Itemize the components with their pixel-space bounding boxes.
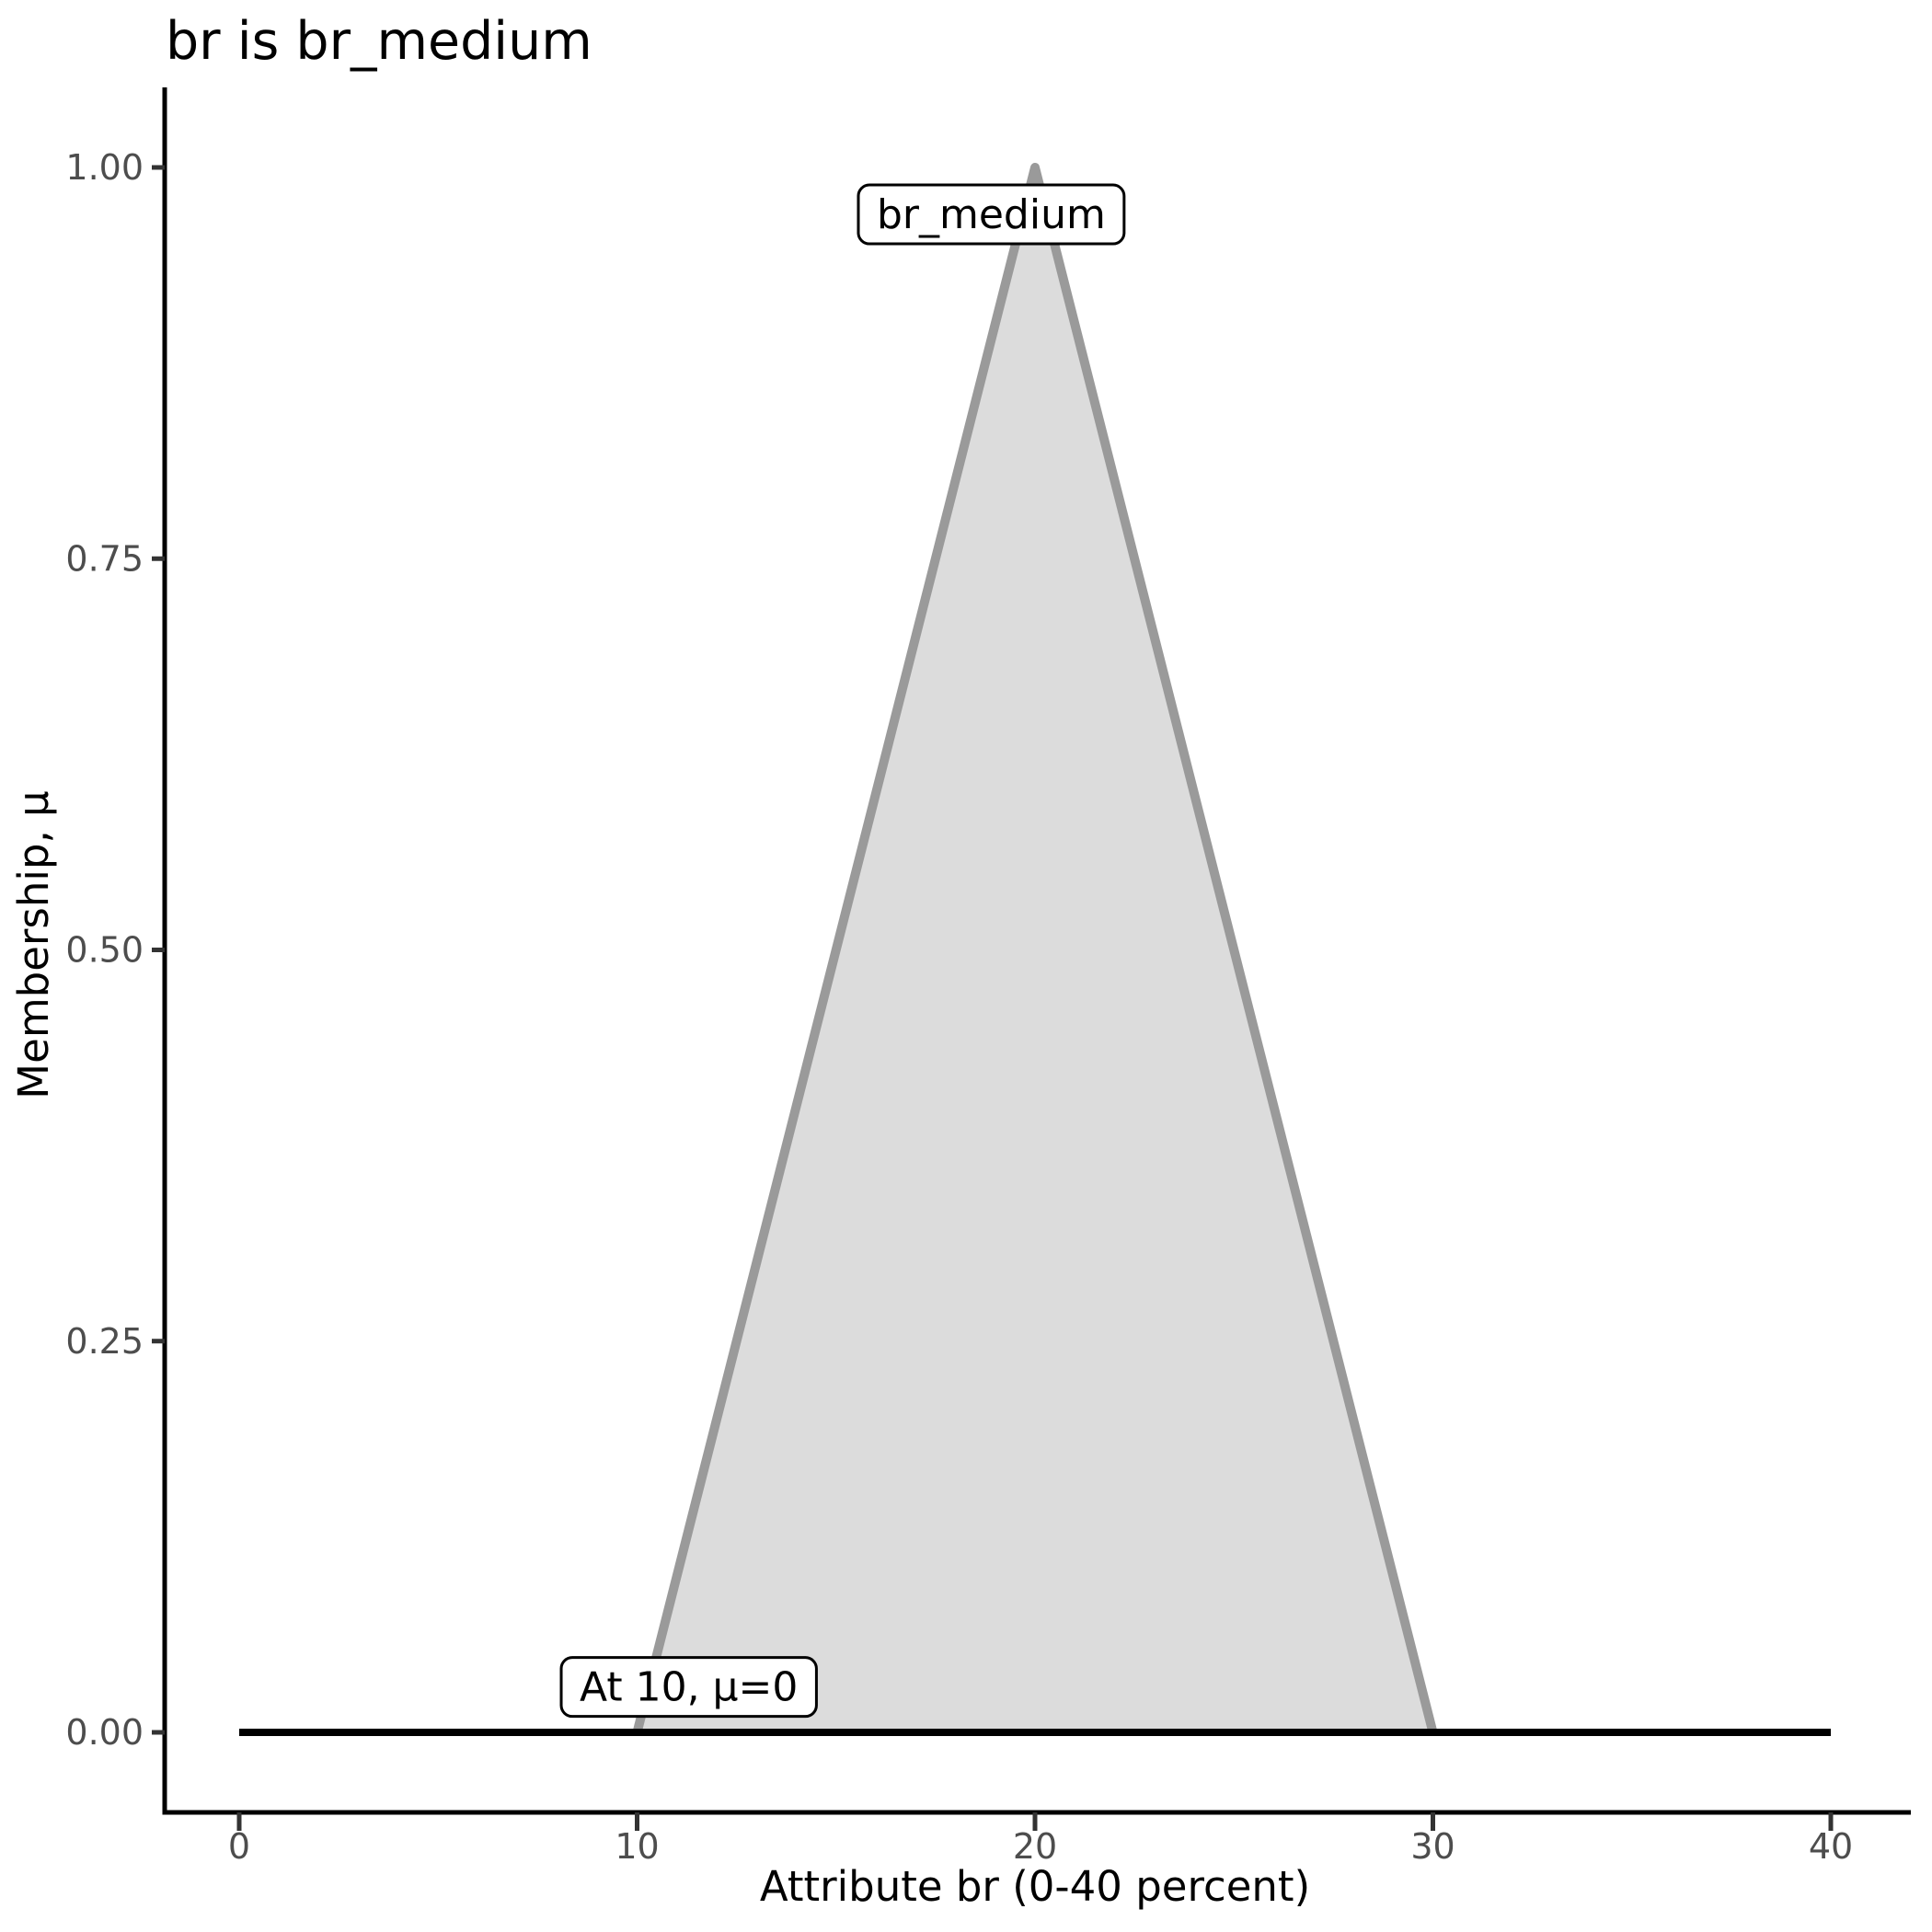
annotation-At 10, μ=0: At 10, μ=0: [559, 1656, 818, 1719]
annotation-label: br_medium: [877, 191, 1106, 238]
x-tick-label: 40: [1809, 1826, 1853, 1867]
annotation-box: [857, 183, 1126, 246]
y-tick-label: 0.00: [65, 1712, 144, 1753]
annotation-box: [559, 1656, 818, 1719]
x-tick-label: 20: [1013, 1826, 1057, 1867]
annotation-label: At 10, μ=0: [580, 1664, 798, 1711]
y-tick-label: 0.75: [65, 538, 144, 579]
annotations: br_medium At 10, μ=0: [559, 183, 1126, 1719]
membership-triangle-br_medium: [632, 163, 1438, 1734]
x-tick-label: 0: [228, 1826, 250, 1867]
chart-title: br is br_medium: [166, 11, 592, 72]
y-tick-label: 0.50: [65, 930, 144, 971]
x-axis-title: Attribute br (0-40 percent): [760, 1862, 1310, 1911]
x-tick-label: 10: [615, 1826, 659, 1867]
plot-area: [239, 163, 1831, 1736]
y-tick-label: 1.00: [65, 147, 144, 188]
axes: 0 10 20 30 40 0.00 0.25 0.50 0.75 1.00: [65, 87, 1911, 1867]
x-tick-label: 30: [1410, 1826, 1455, 1867]
annotation-br_medium: br_medium: [857, 183, 1126, 246]
y-axis-title: Membership, μ: [9, 790, 58, 1098]
y-tick-label: 0.25: [65, 1321, 144, 1362]
